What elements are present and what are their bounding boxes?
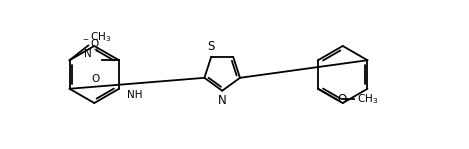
Text: S: S bbox=[207, 41, 215, 53]
Text: $^-$O: $^-$O bbox=[81, 37, 100, 49]
Text: O: O bbox=[91, 74, 100, 84]
Text: O: O bbox=[337, 93, 346, 106]
Text: NH: NH bbox=[127, 90, 142, 100]
Text: N$^+$: N$^+$ bbox=[83, 47, 100, 60]
Text: CH$_3$: CH$_3$ bbox=[90, 31, 111, 45]
Text: N: N bbox=[218, 94, 227, 107]
Text: CH$_3$: CH$_3$ bbox=[356, 92, 378, 106]
